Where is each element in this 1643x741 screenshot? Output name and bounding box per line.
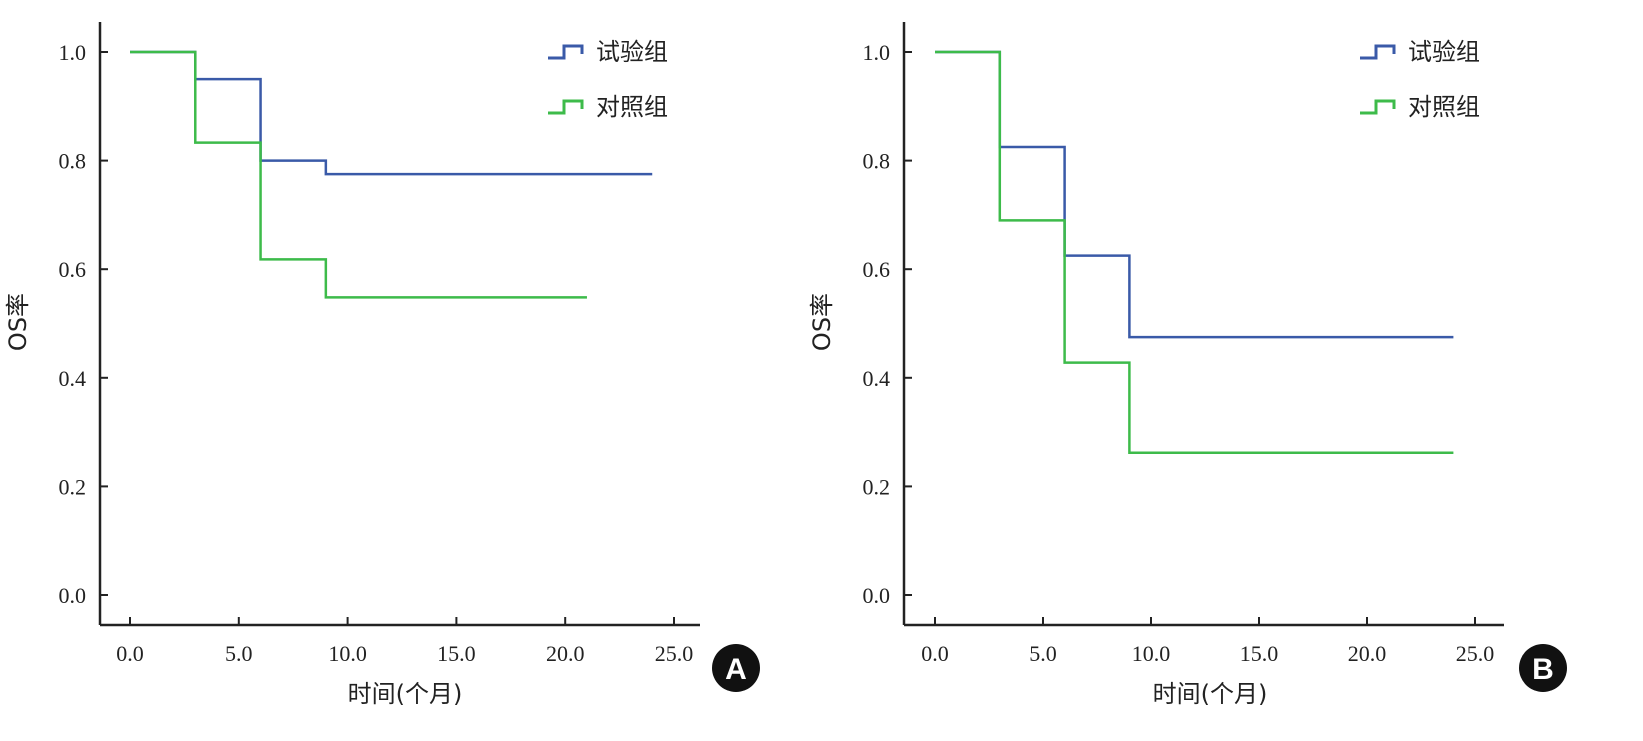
panel-badge <box>1519 644 1567 692</box>
survival-curve-control <box>935 50 1454 454</box>
x-tick-label: 5.0 <box>225 641 253 666</box>
y-tick-label: 0.4 <box>59 366 87 391</box>
legend-label-trial: 试验组 <box>596 38 668 66</box>
chart-panel-a: 0.0 0.2 0.4 0.6 0.8 1.0 0.0 5.0 10.0 15.0 20.0 25.0… <box>4 22 760 708</box>
y-tick-label: 0.2 <box>59 474 87 499</box>
y-axis-title: OS率 <box>808 293 836 351</box>
legend-label-control: 对照组 <box>596 93 668 121</box>
legend-label-control: 对照组 <box>1408 93 1480 121</box>
y-tick-label: 1.0 <box>863 40 891 65</box>
panel-badge-letter: A <box>725 653 747 686</box>
x-tick-label: 20.0 <box>1348 641 1387 666</box>
survival-curve-trial <box>935 50 1454 339</box>
chart-panel-b: 0.0 0.2 0.4 0.6 0.8 1.0 0.0 5.0 10.0 15.0 20.0 25.0… <box>808 22 1567 708</box>
y-tick-label: 1.0 <box>59 40 87 65</box>
x-tick-label: 0.0 <box>116 641 144 666</box>
x-tick-label: 25.0 <box>655 641 694 666</box>
x-tick-label: 10.0 <box>328 641 367 666</box>
y-tick-label: 0.6 <box>863 257 891 282</box>
panel-badge <box>712 644 760 692</box>
y-tick-label: 0.6 <box>59 257 87 282</box>
x-tick-label: 0.0 <box>921 641 949 666</box>
panel-badge-letter: B <box>1532 653 1554 686</box>
survival-curve-trial <box>130 50 653 176</box>
legend-label-trial: 试验组 <box>1408 38 1480 66</box>
y-axis-title: OS率 <box>4 293 32 351</box>
x-tick-label: 10.0 <box>1132 641 1171 666</box>
x-tick-label: 25.0 <box>1456 641 1495 666</box>
x-axis-title: 时间(个月) <box>1153 680 1268 708</box>
y-tick-label: 0.2 <box>863 474 891 499</box>
y-tick-label: 0.4 <box>863 366 891 391</box>
x-tick-label: 15.0 <box>1240 641 1279 666</box>
survival-curve-control <box>130 50 587 299</box>
y-tick-label: 0.8 <box>59 149 87 174</box>
y-tick-label: 0.0 <box>59 583 87 608</box>
legend-swatch-trial <box>1360 44 1396 60</box>
x-axis-title: 时间(个月) <box>348 680 463 708</box>
x-tick-label: 20.0 <box>546 641 585 666</box>
y-tick-label: 0.8 <box>863 149 891 174</box>
legend-swatch-trial <box>548 44 584 60</box>
x-tick-label: 5.0 <box>1029 641 1057 666</box>
y-tick-label: 0.0 <box>863 583 891 608</box>
legend-swatch-control <box>548 99 584 115</box>
legend-swatch-control <box>1360 99 1396 115</box>
x-tick-label: 15.0 <box>437 641 476 666</box>
